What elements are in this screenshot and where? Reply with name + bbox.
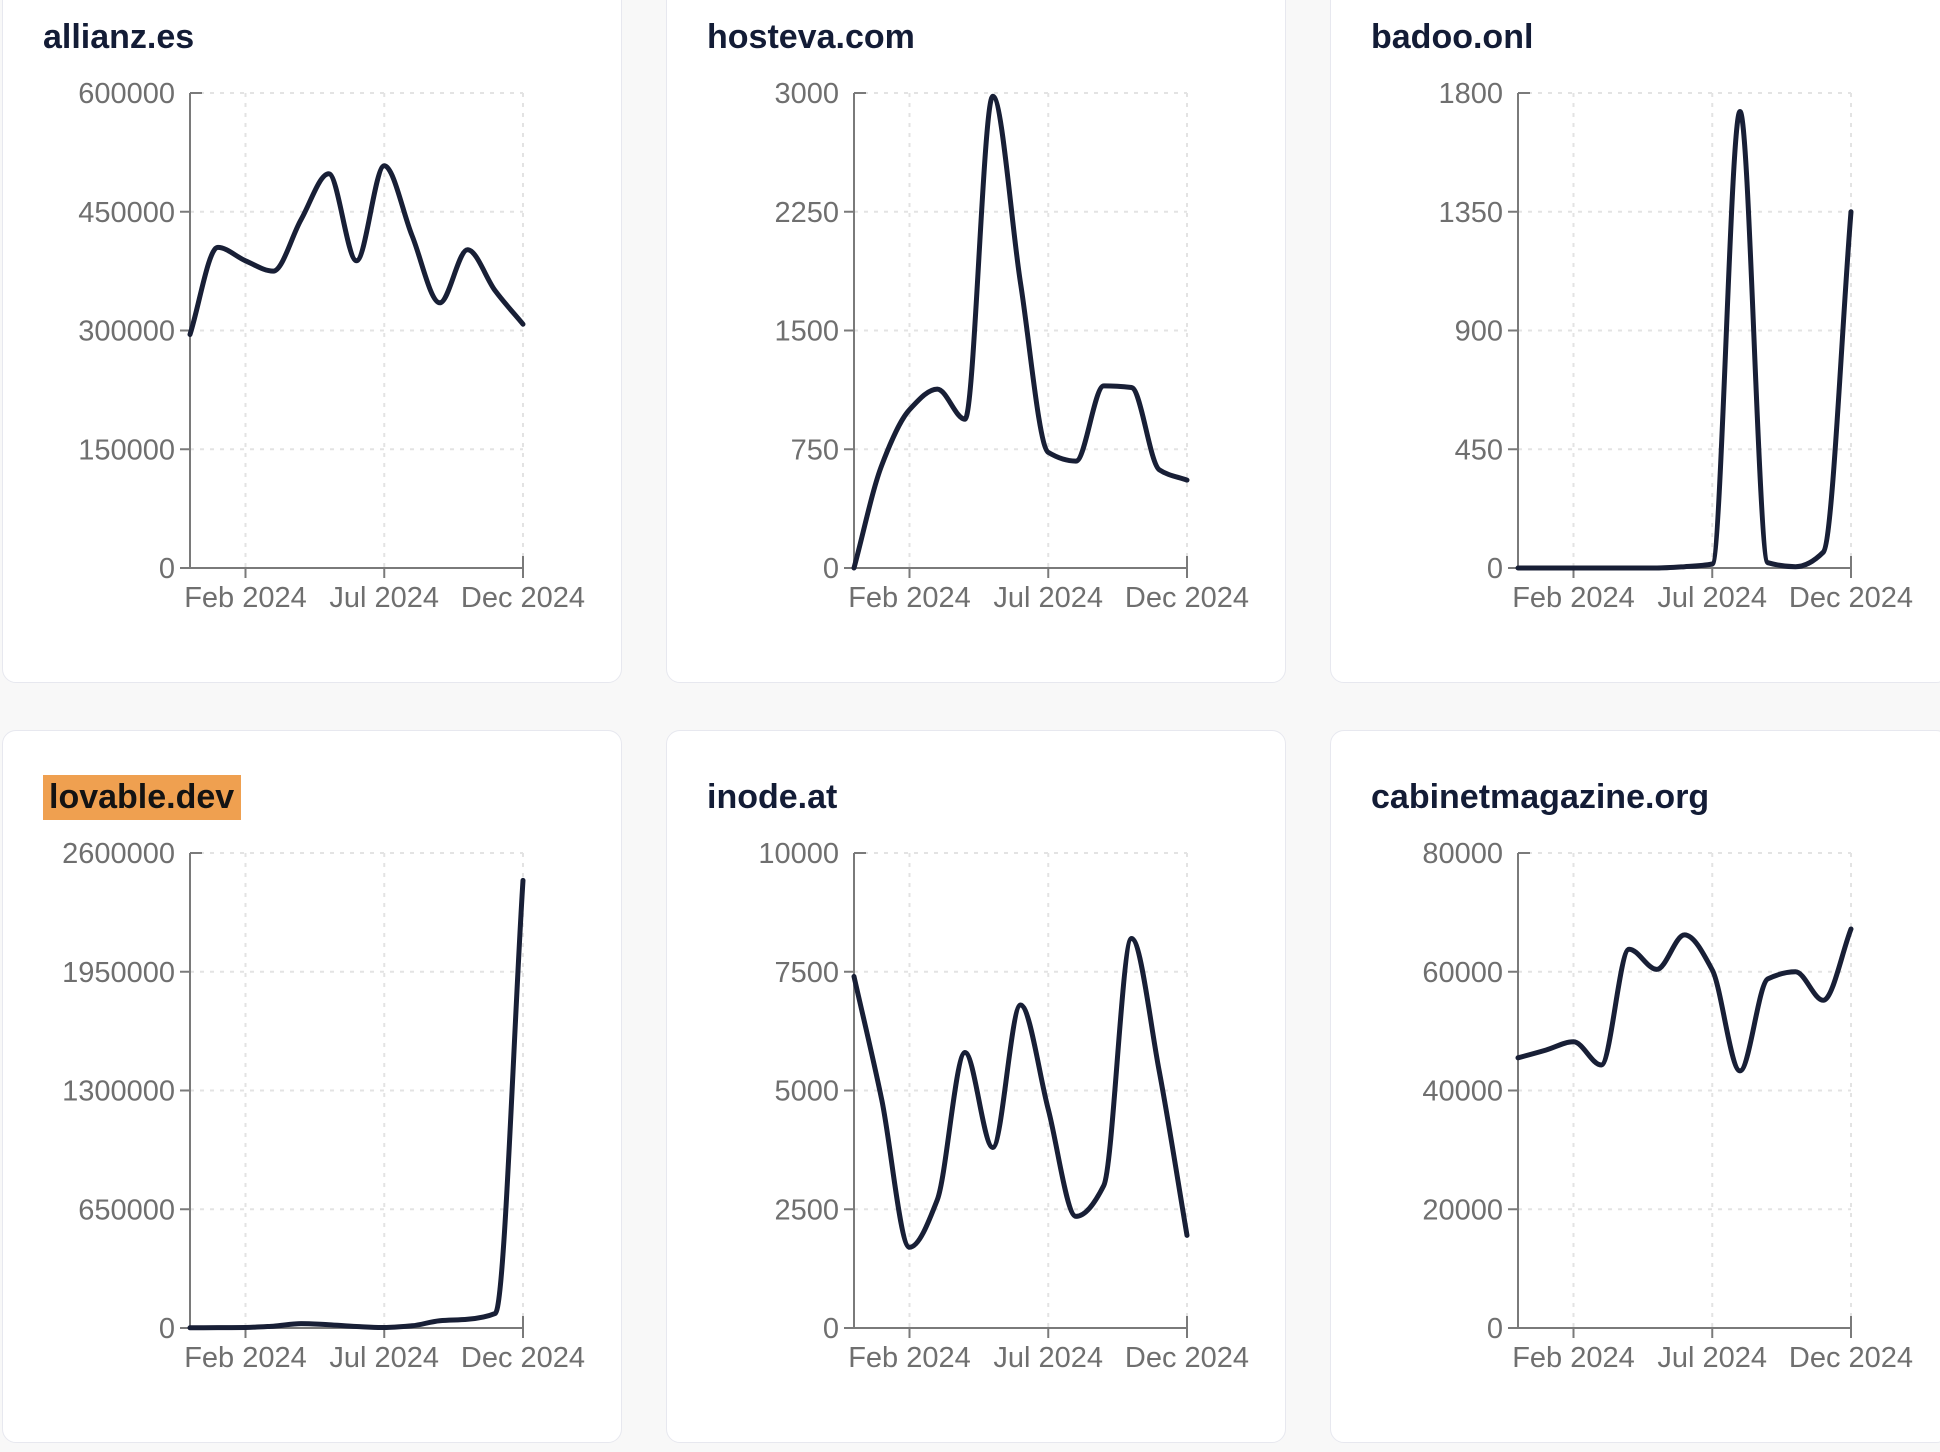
series-line [187,877,526,1331]
y-tick-label: 2500 [774,1194,839,1226]
y-tick-label: 40000 [1422,1076,1503,1108]
card-title-text: allianz.es [43,18,195,56]
y-tick-label: 5000 [774,1076,839,1108]
y-tick-label: 300000 [78,316,175,348]
card-title-text: lovable.dev [43,775,242,820]
x-tick-label: Dec 2024 [1125,582,1249,614]
x-tick-label: Feb 2024 [184,1342,307,1374]
line-chart: 0 650000 1300000 1950000 2600000 Feb 2024 Jul … [62,838,585,1374]
series-line [1515,109,1854,571]
series-line [851,93,1190,571]
line-chart: 0 2500 5000 7500 10000 Feb 2024 Jul 2024 Dec 20… [758,838,1249,1374]
card-title: hosteva.com [707,17,1285,57]
card-title: allianz.es [43,17,621,57]
card-title-text: hosteva.com [707,18,915,56]
x-tick-label: Feb 2024 [848,582,971,614]
y-tick-label: 2250 [774,197,839,229]
x-tick-label: Jul 2024 [329,1342,439,1374]
y-tick-label: 2600000 [62,838,175,870]
x-tick-label: Feb 2024 [184,582,307,614]
y-tick-label: 1800 [1438,78,1503,110]
y-tick-label: 1350 [1438,197,1503,229]
card-title: lovable.dev [43,775,621,820]
chart-card: inode.at 0 2500 5000 7500 10000 Feb 2024 Jul 2… [666,730,1286,1443]
card-title-text: badoo.onl [1371,18,1534,56]
line-chart: 0 450 900 1350 1800 Feb 2024 Jul 2024 Dec 2024 [1438,78,1913,614]
y-tick-label: 750 [791,434,839,466]
card-title: cabinetmagazine.org [1371,777,1940,817]
card-title-text: cabinetmagazine.org [1371,778,1710,816]
x-tick-label: Jul 2024 [1657,1342,1767,1374]
y-tick-label: 0 [1487,553,1503,585]
y-tick-label: 7500 [774,957,839,989]
y-tick-label: 0 [159,1313,175,1345]
chart-card: badoo.onl 0 450 900 1350 1800 Feb 2024 Jul 202… [1330,0,1940,683]
x-tick-label: Dec 2024 [461,1342,585,1374]
y-tick-label: 0 [823,553,839,585]
x-tick-label: Dec 2024 [1789,1342,1913,1374]
y-tick-label: 80000 [1422,838,1503,870]
series-line [187,163,526,337]
y-tick-label: 20000 [1422,1194,1503,1226]
line-chart: 0 750 1500 2250 3000 Feb 2024 Jul 2024 Dec 2024 [774,78,1249,614]
x-tick-label: Dec 2024 [1125,1342,1249,1374]
card-title-text: inode.at [707,778,838,816]
y-tick-label: 1500 [774,316,839,348]
chart-card: cabinetmagazine.org 0 20000 40000 60000 8000… [1330,730,1940,1443]
chart-card: hosteva.com 0 750 1500 2250 3000 Feb 2024 Jul … [666,0,1286,683]
y-tick-label: 900 [1455,316,1503,348]
y-tick-label: 0 [1487,1313,1503,1345]
y-tick-label: 1300000 [62,1076,175,1108]
y-tick-label: 650000 [78,1194,175,1226]
chart-card: lovable.dev 0 650000 1300000 1950000 2600000… [2,730,622,1443]
card-title: inode.at [707,777,1285,817]
y-tick-label: 450 [1455,434,1503,466]
x-tick-label: Jul 2024 [1657,582,1767,614]
x-tick-label: Dec 2024 [461,582,585,614]
line-chart: 0 20000 40000 60000 80000 Feb 2024 Jul 2024 Dec… [1422,838,1913,1374]
x-tick-label: Dec 2024 [1789,582,1913,614]
y-tick-label: 150000 [78,434,175,466]
chart-card: allianz.es 0 150000 300000 450000 600000 Feb … [2,0,622,683]
y-tick-label: 10000 [758,838,839,870]
y-tick-label: 3000 [774,78,839,110]
x-tick-label: Feb 2024 [1512,582,1635,614]
x-tick-label: Feb 2024 [1512,1342,1635,1374]
line-chart: 0 150000 300000 450000 600000 Feb 2024 Jul 202… [78,78,585,614]
x-tick-label: Jul 2024 [329,582,439,614]
y-tick-label: 0 [159,553,175,585]
series-line [1515,926,1854,1074]
series-line [851,936,1190,1250]
y-tick-label: 1950000 [62,957,175,989]
x-tick-label: Jul 2024 [993,1342,1103,1374]
y-tick-label: 450000 [78,197,175,229]
card-title: badoo.onl [1371,17,1940,57]
x-tick-label: Feb 2024 [848,1342,971,1374]
y-tick-label: 60000 [1422,957,1503,989]
x-tick-label: Jul 2024 [993,582,1103,614]
y-tick-label: 0 [823,1313,839,1345]
y-tick-label: 600000 [78,78,175,110]
